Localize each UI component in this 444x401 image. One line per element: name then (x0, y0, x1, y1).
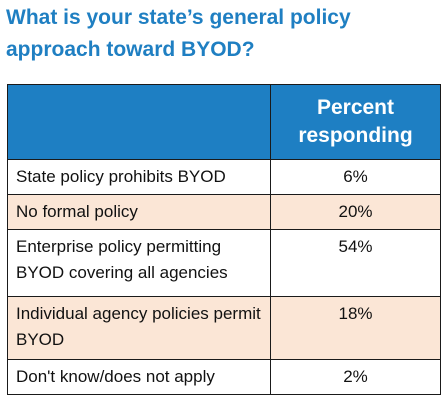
row-label: Individual agency policies permit BYOD (7, 296, 271, 360)
results-table: Percent responding State policy prohibit… (7, 84, 441, 395)
table-row: Enterprise policy permitting BYOD coveri… (7, 229, 441, 297)
header-blank-cell (7, 84, 271, 160)
table-row: No formal policy 20% (7, 194, 441, 230)
table-row: Individual agency policies permit BYOD 1… (7, 296, 441, 360)
row-value: 2% (270, 359, 441, 395)
row-label: No formal policy (7, 194, 271, 230)
row-label: State policy prohibits BYOD (7, 159, 271, 195)
row-value: 54% (270, 229, 441, 297)
row-value: 20% (270, 194, 441, 230)
table-row: State policy prohibits BYOD 6% (7, 159, 441, 195)
chart-title: What is your state’s general policy appr… (6, 6, 351, 61)
row-value: 18% (270, 296, 441, 360)
table-row: Don't know/does not apply 2% (7, 359, 441, 395)
row-value: 6% (270, 159, 441, 195)
row-label: Don't know/does not apply (7, 359, 271, 395)
table-header-row: Percent responding (7, 84, 441, 160)
row-label: Enterprise policy permitting BYOD coveri… (7, 229, 271, 297)
header-percent-responding: Percent responding (270, 84, 441, 160)
